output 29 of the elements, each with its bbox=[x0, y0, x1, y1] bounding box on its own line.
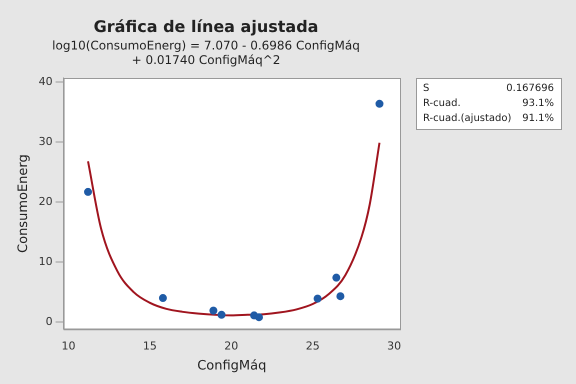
point bbox=[209, 306, 218, 315]
point bbox=[314, 294, 322, 303]
point bbox=[218, 310, 226, 319]
point bbox=[336, 292, 344, 300]
x-tick-label: 20 bbox=[224, 340, 238, 353]
point bbox=[375, 100, 384, 108]
x-tick-label: 15 bbox=[142, 340, 157, 353]
y-axis-title: ConsumoEnerg bbox=[16, 154, 32, 253]
text: S bbox=[423, 83, 430, 94]
text: R-cuad.(ajustado) bbox=[423, 113, 512, 124]
point bbox=[84, 188, 92, 196]
point bbox=[254, 313, 263, 322]
text: 0.167696 bbox=[506, 83, 554, 94]
text: R-cuad. bbox=[423, 98, 461, 110]
point bbox=[332, 274, 340, 282]
x-axis-title: ConfigMáq bbox=[197, 358, 266, 374]
y-tick-label: 0 bbox=[46, 314, 53, 328]
chart-subtitle: log10(ConsumoEnerg) = 7.070 - 0.6986 ConfigMáq + 0.01740 ConfigMáq^2 bbox=[52, 38, 360, 67]
x-tick-label: 10 bbox=[61, 340, 76, 353]
y-tick-label: 10 bbox=[38, 254, 53, 268]
text: 91.1% bbox=[522, 113, 554, 124]
y-tick-label: 40 bbox=[38, 75, 53, 88]
y-tick-label: 30 bbox=[38, 135, 53, 148]
text: 93.1% bbox=[522, 98, 554, 110]
x-tick-label: 30 bbox=[387, 340, 402, 353]
point bbox=[158, 294, 167, 302]
y-tick-label: 20 bbox=[38, 194, 53, 208]
chart-title: Gráfica de línea ajustada bbox=[94, 16, 318, 36]
x-tick-label: 25 bbox=[306, 340, 320, 353]
